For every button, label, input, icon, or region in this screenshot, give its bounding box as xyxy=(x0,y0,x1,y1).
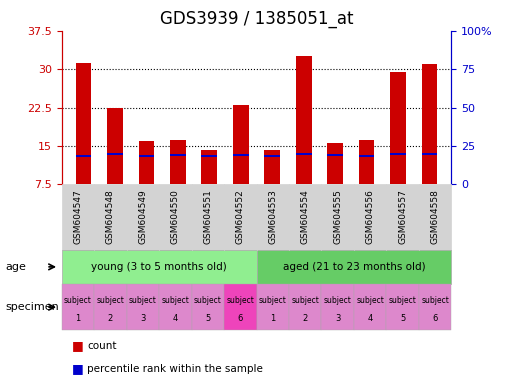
Text: ■: ■ xyxy=(72,339,84,352)
Text: GSM604558: GSM604558 xyxy=(431,190,440,244)
Text: 6: 6 xyxy=(432,314,438,323)
Bar xyxy=(327,143,343,184)
Text: subject: subject xyxy=(324,296,352,305)
Text: GSM604555: GSM604555 xyxy=(333,190,342,244)
Text: percentile rank within the sample: percentile rank within the sample xyxy=(87,364,263,374)
Text: 5: 5 xyxy=(205,314,210,323)
Bar xyxy=(296,56,311,184)
Bar xyxy=(422,64,437,184)
Text: subject: subject xyxy=(421,296,449,305)
Bar xyxy=(264,155,280,157)
Text: 3: 3 xyxy=(140,314,146,323)
Bar xyxy=(390,152,406,155)
Text: specimen: specimen xyxy=(5,302,59,312)
Text: aged (21 to 23 months old): aged (21 to 23 months old) xyxy=(283,262,425,272)
Text: subject: subject xyxy=(291,296,319,305)
Bar xyxy=(139,155,154,157)
Text: subject: subject xyxy=(259,296,287,305)
Bar xyxy=(233,154,249,156)
Text: GSM604553: GSM604553 xyxy=(268,190,277,244)
Bar xyxy=(264,150,280,184)
Bar xyxy=(296,152,311,155)
Bar xyxy=(170,140,186,184)
Bar xyxy=(233,105,249,184)
Text: 2: 2 xyxy=(303,314,308,323)
Text: ■: ■ xyxy=(72,362,84,375)
Text: GSM604549: GSM604549 xyxy=(139,190,147,244)
Text: age: age xyxy=(5,262,26,272)
Text: young (3 to 5 months old): young (3 to 5 months old) xyxy=(91,262,227,272)
Text: 4: 4 xyxy=(173,314,178,323)
Text: GSM604554: GSM604554 xyxy=(301,190,310,244)
Text: GSM604556: GSM604556 xyxy=(366,190,374,244)
Text: GSM604557: GSM604557 xyxy=(398,190,407,244)
Text: GSM604547: GSM604547 xyxy=(73,190,82,244)
Text: GSM604550: GSM604550 xyxy=(171,190,180,244)
Text: subject: subject xyxy=(226,296,254,305)
Text: GSM604552: GSM604552 xyxy=(236,190,245,244)
Bar xyxy=(359,155,374,157)
Title: GDS3939 / 1385051_at: GDS3939 / 1385051_at xyxy=(160,10,353,28)
Bar xyxy=(202,150,217,184)
Text: 3: 3 xyxy=(335,314,341,323)
Bar xyxy=(390,72,406,184)
Text: 1: 1 xyxy=(270,314,275,323)
Text: 6: 6 xyxy=(238,314,243,323)
Bar xyxy=(422,152,437,155)
Text: subject: subject xyxy=(194,296,222,305)
Bar xyxy=(327,154,343,156)
Bar xyxy=(170,154,186,156)
Bar xyxy=(76,63,91,184)
Text: subject: subject xyxy=(96,296,124,305)
Bar xyxy=(139,141,154,184)
Bar xyxy=(359,140,374,184)
Text: subject: subject xyxy=(389,296,417,305)
Text: 4: 4 xyxy=(368,314,373,323)
Text: subject: subject xyxy=(161,296,189,305)
Text: count: count xyxy=(87,341,117,351)
Text: 2: 2 xyxy=(108,314,113,323)
Bar xyxy=(107,152,123,155)
Text: subject: subject xyxy=(356,296,384,305)
Text: 1: 1 xyxy=(75,314,81,323)
Text: GSM604548: GSM604548 xyxy=(106,190,115,244)
Text: 5: 5 xyxy=(400,314,405,323)
Bar xyxy=(76,155,91,157)
Text: subject: subject xyxy=(64,296,92,305)
Bar xyxy=(107,108,123,184)
Bar xyxy=(202,155,217,157)
Text: GSM604551: GSM604551 xyxy=(203,190,212,244)
Text: subject: subject xyxy=(129,296,157,305)
